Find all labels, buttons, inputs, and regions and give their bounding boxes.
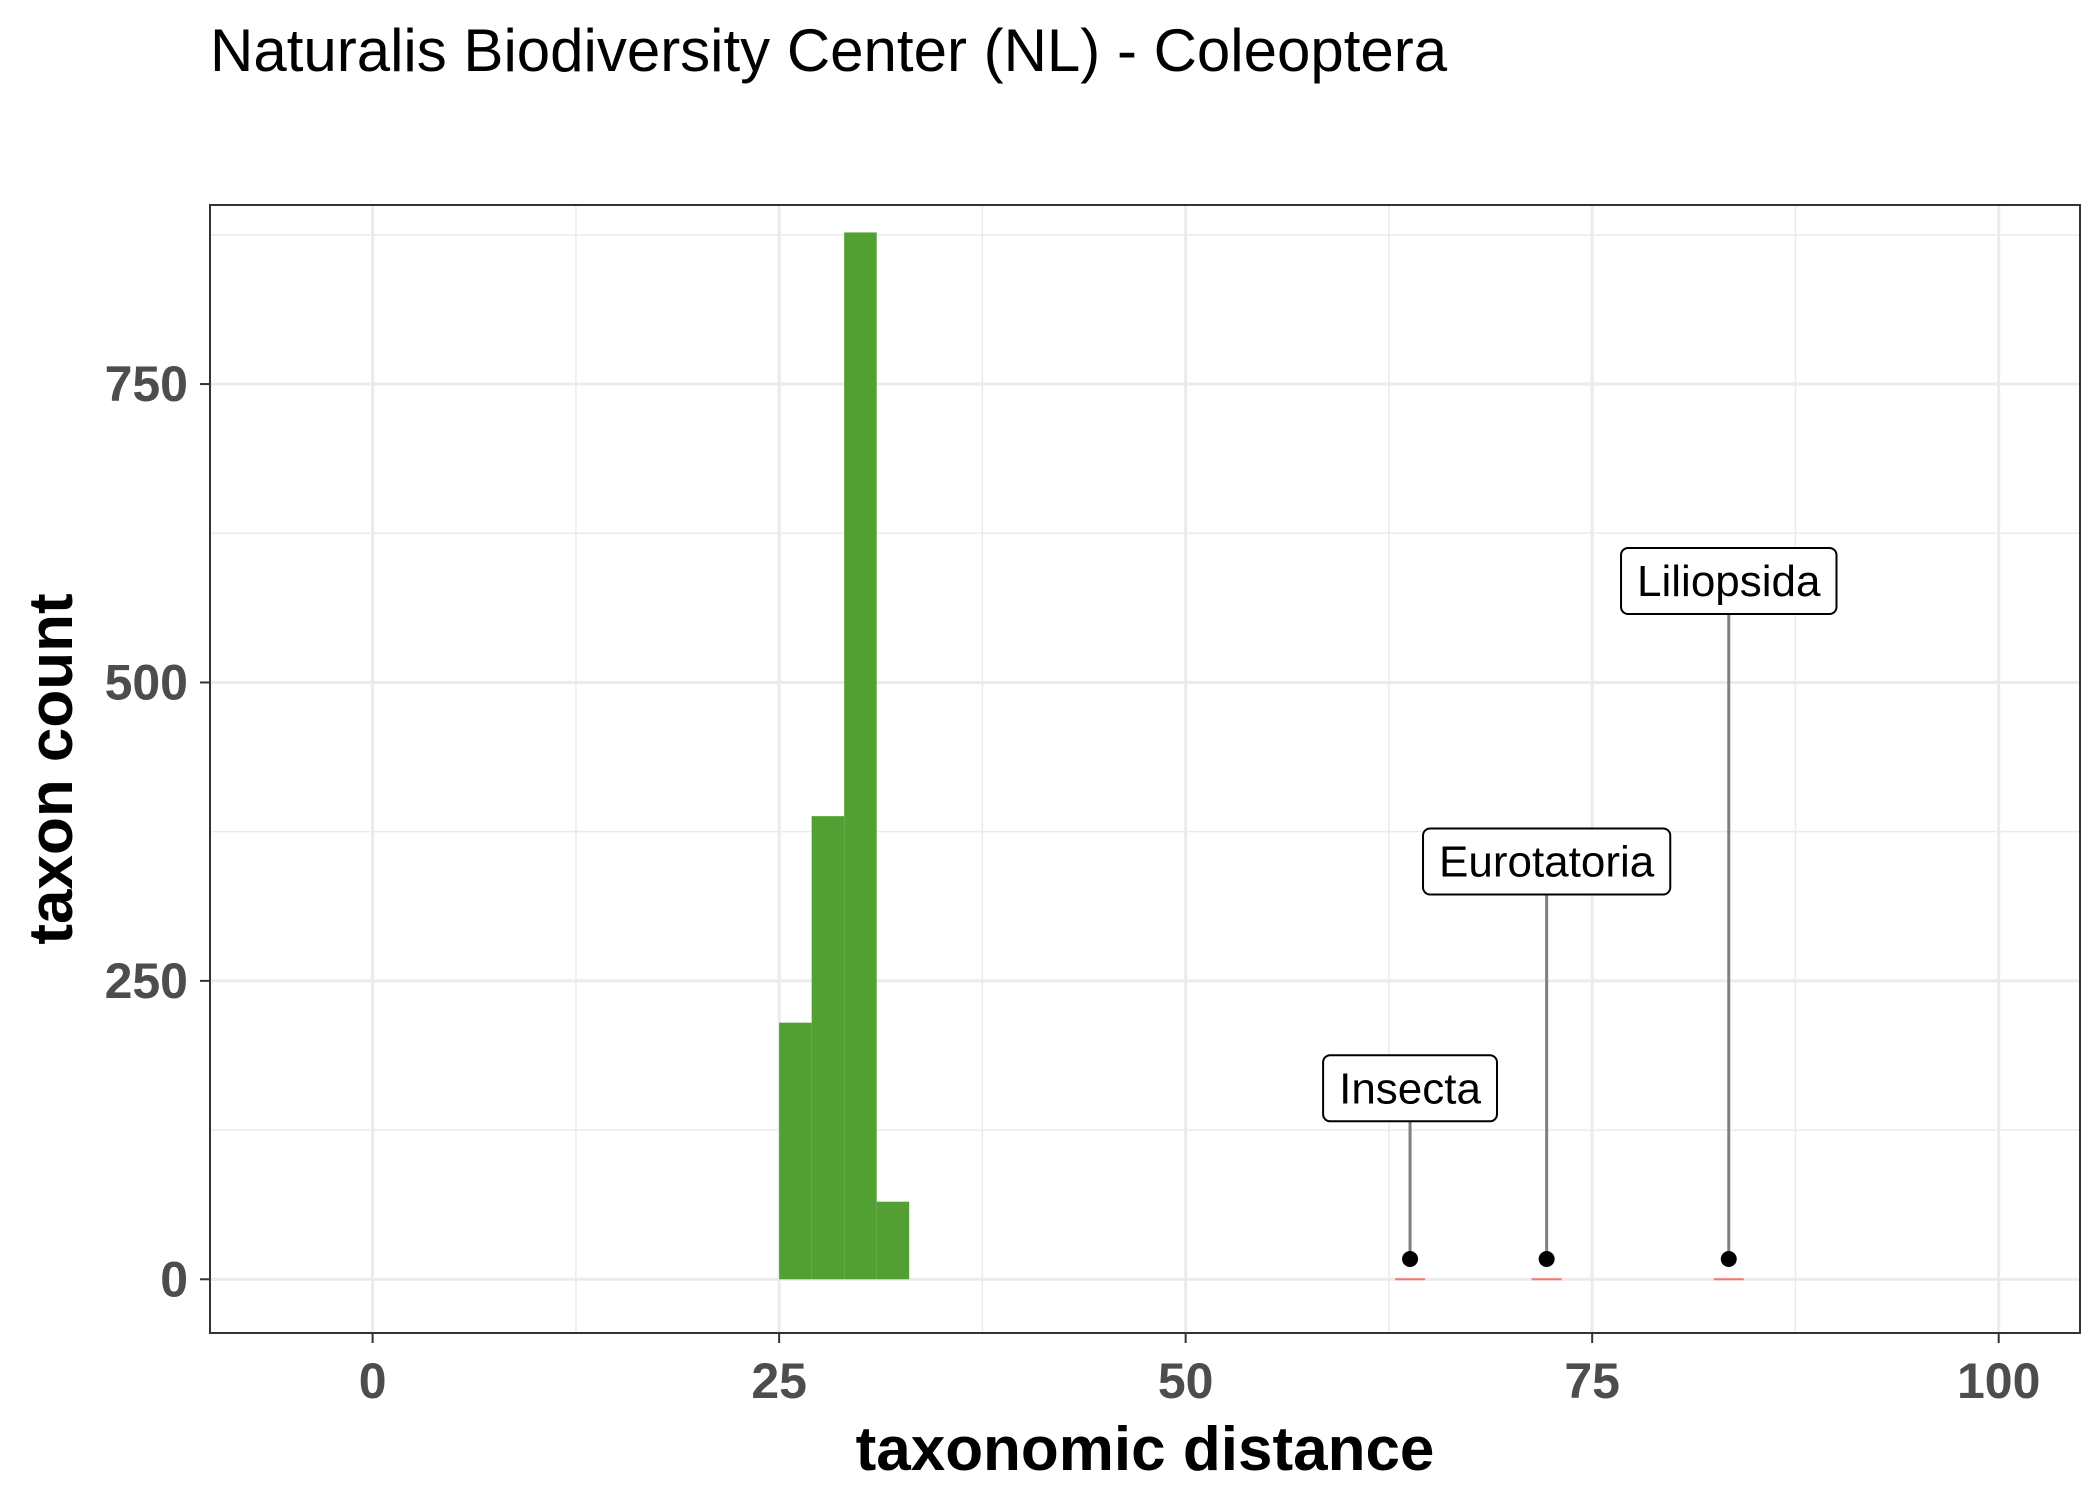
annotation-label-text: Insecta [1339, 1064, 1481, 1113]
annotations: Insecta Eurotatoria Liliopsida [1322, 547, 1838, 1281]
y-tick-label: 0 [160, 1251, 188, 1307]
annotation-point [1538, 1250, 1555, 1267]
panel-background [210, 205, 2080, 1333]
annotation-label: Liliopsida [1620, 547, 1838, 615]
annotation-label-box [1620, 547, 1838, 615]
annotation-label: Eurotatoria [1422, 827, 1672, 896]
histogram-bar [779, 1022, 812, 1280]
grid-lines [210, 205, 2080, 1333]
annotation-label-text: Liliopsida [1637, 557, 1821, 606]
histogram-bar [844, 232, 877, 1280]
annotation-label-box [1322, 1054, 1498, 1123]
y-tick-label: 250 [105, 953, 188, 1009]
axis-ticks: 0 25 50 75 100 0 250 500 750 [105, 356, 2041, 1409]
histogram-bar [876, 1201, 910, 1280]
annotation-label-box [1422, 827, 1672, 896]
y-tick-label: 500 [105, 654, 188, 710]
panel-border [209, 204, 2081, 1334]
y-tick-label: 750 [105, 356, 188, 412]
annotation-label-text: Eurotatoria [1439, 838, 1655, 887]
x-tick-label: 75 [1564, 1353, 1620, 1409]
x-tick-label: 50 [1158, 1353, 1214, 1409]
annotation-point [1720, 1250, 1737, 1267]
annotation-point [1402, 1250, 1419, 1267]
chart-title: Naturalis Biodiversity Center (NL) - Col… [210, 17, 1448, 84]
annotation-label: Insecta [1322, 1054, 1498, 1123]
y-axis-title: taxon count [17, 593, 86, 944]
x-axis-title: taxonomic distance [856, 1415, 1435, 1484]
x-tick-label: 100 [1957, 1353, 2040, 1409]
histogram-bars [779, 232, 910, 1280]
x-tick-label: 25 [751, 1353, 807, 1409]
x-tick-label: 0 [359, 1353, 387, 1409]
histogram-bar [811, 816, 845, 1280]
